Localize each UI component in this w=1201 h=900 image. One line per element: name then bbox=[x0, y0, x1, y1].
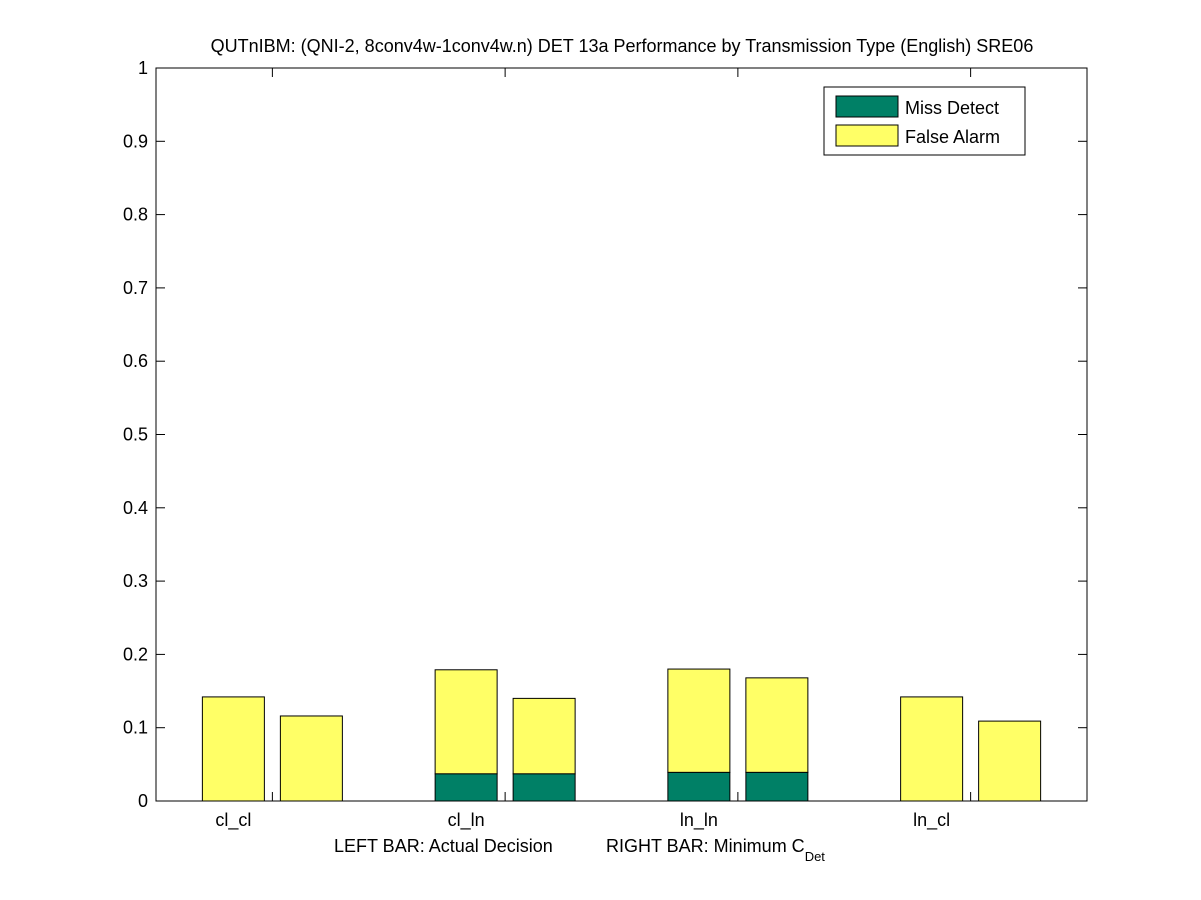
y-tick-label: 0.3 bbox=[123, 571, 148, 591]
y-tick-label: 0.6 bbox=[123, 351, 148, 371]
x-tick-label: cl_cl bbox=[215, 810, 251, 831]
y-tick-label: 0.7 bbox=[123, 278, 148, 298]
y-axis: 0 0.1 0.2 0.3 0.4 0.5 0.6 0.7 0.8 0.9 1 bbox=[123, 58, 1087, 811]
x-axis-label-left: LEFT BAR: Actual Decision bbox=[334, 836, 553, 856]
y-tick-label: 0.8 bbox=[123, 205, 148, 225]
legend-swatch-miss-detect bbox=[835, 95, 899, 118]
bar-miss-detect-left-ln-ln bbox=[667, 771, 731, 802]
bar-miss-detect-right-ln-ln bbox=[745, 771, 809, 802]
bar-false-alarm-left-ln-cl bbox=[900, 696, 964, 802]
y-tick-label: 1 bbox=[138, 58, 148, 78]
x-axis-label-right: RIGHT BAR: Minimum CDet bbox=[606, 836, 825, 864]
bar-miss-detect-left-cl-ln bbox=[434, 773, 498, 802]
y-tick-label: 0.2 bbox=[123, 644, 148, 664]
bar-false-alarm-right-cl-cl bbox=[279, 715, 343, 802]
bar-false-alarm-left-cl-cl bbox=[201, 696, 265, 802]
bar-false-alarm-left-cl-ln bbox=[434, 669, 498, 775]
x-axis-label-right-main: RIGHT BAR: Minimum C bbox=[606, 836, 805, 856]
x-axis-label: LEFT BAR: Actual Decision RIGHT BAR: Min… bbox=[334, 836, 825, 864]
legend-label-miss-detect: Miss Detect bbox=[905, 98, 999, 118]
bar-false-alarm-right-cl-ln bbox=[512, 697, 576, 775]
x-tick-label: cl_ln bbox=[448, 810, 485, 831]
y-tick-label: 0.4 bbox=[123, 498, 148, 518]
legend: Miss Detect False Alarm bbox=[823, 86, 1026, 156]
y-tick-label: 0.9 bbox=[123, 131, 148, 151]
x-axis: cl_cl cl_ln ln_ln ln_cl bbox=[215, 68, 972, 831]
x-axis-label-right-sub: Det bbox=[805, 849, 826, 864]
legend-label-false-alarm: False Alarm bbox=[905, 127, 1000, 147]
chart-title: QUTnIBM: (QNI-2, 8conv4w-1conv4w.n) DET … bbox=[211, 36, 1034, 56]
x-tick-label: ln_cl bbox=[913, 810, 950, 831]
bars bbox=[201, 668, 1042, 802]
bar-false-alarm-left-ln-ln bbox=[667, 668, 731, 773]
plot-area bbox=[155, 67, 1088, 802]
bar-false-alarm-right-ln-ln bbox=[745, 677, 809, 773]
y-tick-label: 0.1 bbox=[123, 718, 148, 738]
y-tick-label: 0.5 bbox=[123, 425, 148, 445]
bar-miss-detect-right-cl-ln bbox=[512, 773, 576, 802]
bar-false-alarm-right-ln-cl bbox=[978, 720, 1042, 802]
x-tick-label: ln_ln bbox=[680, 810, 718, 831]
legend-swatch-false-alarm bbox=[835, 124, 899, 147]
y-tick-label: 0 bbox=[138, 791, 148, 811]
